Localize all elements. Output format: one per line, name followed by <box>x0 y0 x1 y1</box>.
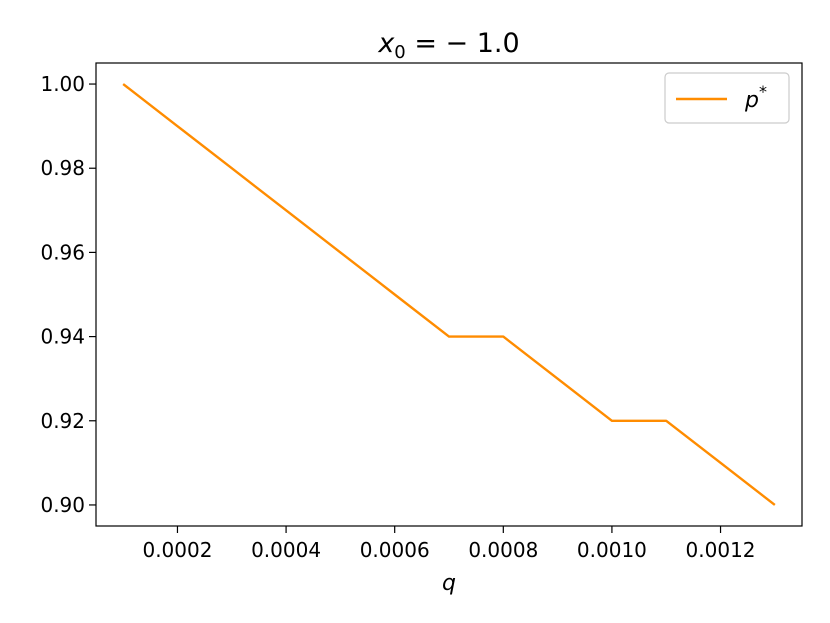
y-tick-label: 0.90 <box>40 493 85 517</box>
chart-title: x0 = − 1.0 <box>377 28 519 63</box>
y-tick-label: 1.00 <box>40 72 85 96</box>
x-tick-label: 0.0002 <box>142 538 212 562</box>
legend: p* <box>664 72 790 124</box>
x-axis-ticks: 0.0002 0.0004 0.0006 0.0008 0.0010 0.0012 <box>142 526 756 562</box>
chart-title-subscript: 0 <box>394 42 405 63</box>
series-line-p-star <box>122 83 776 506</box>
plot-frame <box>95 62 803 527</box>
y-tick-label: 0.98 <box>40 156 85 180</box>
x-tick-label: 0.0006 <box>360 538 430 562</box>
legend-label: p* <box>744 82 767 113</box>
x-tick-label: 0.0012 <box>686 538 756 562</box>
legend-label-base: p <box>744 88 759 113</box>
chart-title-base: x <box>377 28 395 59</box>
y-axis-ticks: 0.90 0.92 0.94 0.96 0.98 1.00 <box>40 72 96 517</box>
plot-area <box>96 63 802 526</box>
chart-title-rest: = − 1.0 <box>406 28 520 59</box>
x-tick-label: 0.0010 <box>577 538 647 562</box>
series-layer <box>122 83 776 506</box>
y-tick-label: 0.96 <box>40 240 85 264</box>
x-tick-label: 0.0008 <box>468 538 538 562</box>
x-axis-label: q <box>442 571 456 596</box>
legend-label-superscript: * <box>759 82 767 101</box>
y-tick-label: 0.92 <box>40 409 85 433</box>
x-tick-label: 0.0004 <box>251 538 321 562</box>
y-tick-label: 0.94 <box>40 325 85 349</box>
